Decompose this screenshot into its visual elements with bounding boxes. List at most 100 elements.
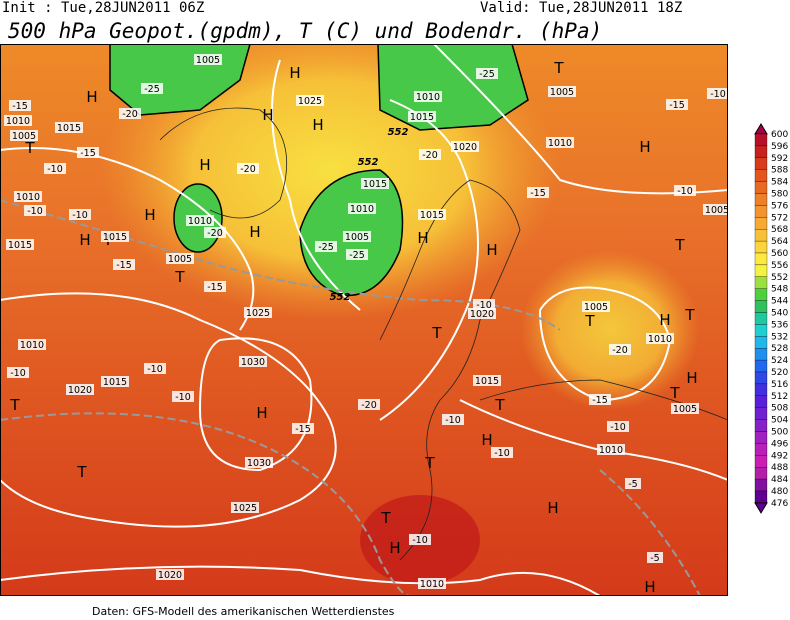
colorbar-swatch: [754, 288, 768, 301]
colorbar-label: 520: [771, 368, 788, 378]
label-box: [204, 281, 226, 292]
label-box: [647, 552, 663, 563]
colorbar-label: 564: [771, 237, 788, 247]
low-geopotential: [377, 44, 529, 131]
colorbar-arrow: [754, 502, 768, 514]
label-box: [296, 95, 324, 106]
high-marker: H: [644, 578, 655, 596]
label-box: [419, 149, 441, 160]
isoline-label: -20: [361, 400, 377, 411]
isoline-label: 1010: [20, 340, 44, 351]
colorbar-label: 512: [771, 392, 788, 402]
high-marker: H: [659, 311, 670, 329]
colorbar-swatch: [754, 145, 768, 158]
high-marker: H: [262, 106, 273, 124]
high-marker: H: [256, 404, 267, 422]
label-box: [582, 301, 610, 312]
colorbar-label: 524: [771, 356, 788, 366]
isoline-label: 1010: [599, 445, 623, 456]
colorbar-swatch: [754, 383, 768, 396]
label-box: [101, 231, 129, 242]
colorbar-label: 532: [771, 332, 788, 342]
isoline-label: 1015: [363, 179, 387, 190]
map-title: 500 hPa Geopot.(gpdm), T (C) und Bodendr…: [8, 19, 602, 43]
colorbar-label: 476: [771, 499, 788, 509]
isoline-label: -5: [628, 479, 637, 490]
isoline-label: -20: [240, 164, 256, 175]
colorbar-swatch: [754, 490, 768, 504]
colorbar-swatch: [754, 359, 768, 373]
label-box: [101, 376, 129, 387]
isoline-label: 1030: [241, 357, 265, 368]
isoline-label: 1010: [548, 138, 572, 149]
isoline-label: 1005: [196, 55, 220, 66]
high-marker: H: [486, 241, 497, 259]
isoline-label: -10: [47, 164, 63, 175]
colorbar-label: 576: [771, 201, 788, 211]
colorbar-swatch: [754, 252, 768, 266]
high-marker: H: [389, 539, 400, 557]
isoline-label: 1030: [247, 458, 271, 469]
label-box: [589, 394, 611, 405]
label-box: [666, 99, 688, 110]
label-box: [491, 447, 513, 458]
low-marker: T: [76, 463, 87, 481]
label-box: [18, 339, 46, 350]
label-box: [476, 68, 498, 79]
label-box: [156, 569, 184, 580]
label-box: [358, 399, 380, 410]
high-marker: H: [79, 231, 90, 249]
colorbar-label: 600: [771, 130, 788, 140]
low-marker: T: [494, 396, 505, 414]
label-box: [166, 253, 194, 264]
isoline-label: 1010: [416, 92, 440, 103]
label-box: [245, 457, 273, 468]
contour-label: 552: [388, 127, 409, 138]
low-marker: T: [674, 236, 685, 254]
colorbar-swatch: [754, 181, 768, 194]
map-frame: [0, 44, 728, 596]
high-marker: H: [249, 223, 260, 241]
label-box: [69, 209, 91, 220]
isoline-label: 1005: [550, 87, 574, 98]
label-box: [244, 307, 272, 318]
label-box: [24, 205, 46, 216]
label-box: [548, 86, 576, 97]
colorbar-label: 500: [771, 428, 788, 438]
isoline-label: -25: [318, 242, 334, 253]
colorbar-swatch: [754, 217, 768, 230]
low-marker: T: [174, 268, 185, 286]
data-source: Daten: GFS-Modell des amerikanischen Wet…: [92, 605, 395, 618]
label-box: [418, 209, 446, 220]
label-box: [546, 137, 574, 148]
label-box: [343, 231, 371, 242]
label-box: [7, 367, 29, 378]
isoline-label: 1005: [345, 232, 369, 243]
colorbar-label: 560: [771, 249, 788, 259]
high-marker: H: [481, 431, 492, 449]
colorbar-label: 592: [771, 154, 788, 164]
label-box: [527, 187, 549, 198]
colorbar-swatch: [754, 431, 768, 444]
label-box: [346, 249, 368, 260]
isoline-label: 1015: [8, 240, 32, 251]
isoline-label: 1005: [673, 404, 697, 415]
colorbar-label: 588: [771, 166, 788, 176]
contour-label: 552: [330, 292, 351, 303]
colorbar-label: 572: [771, 213, 788, 223]
isoline-label: 1015: [410, 112, 434, 123]
isoline-label: 1005: [12, 131, 36, 142]
isoline-label: 1025: [298, 96, 322, 107]
isoline-label: 1025: [233, 503, 257, 514]
label-box: [315, 241, 337, 252]
isoline-label: -20: [612, 345, 628, 356]
colorbar-swatch: [754, 395, 768, 408]
isoline-label: 1015: [420, 210, 444, 221]
label-box: [671, 403, 699, 414]
label-box: [231, 502, 259, 513]
colorbar-swatch: [754, 169, 768, 182]
colorbar-swatch: [754, 133, 768, 147]
colorbar-label: 540: [771, 309, 788, 319]
label-box: [597, 444, 625, 455]
